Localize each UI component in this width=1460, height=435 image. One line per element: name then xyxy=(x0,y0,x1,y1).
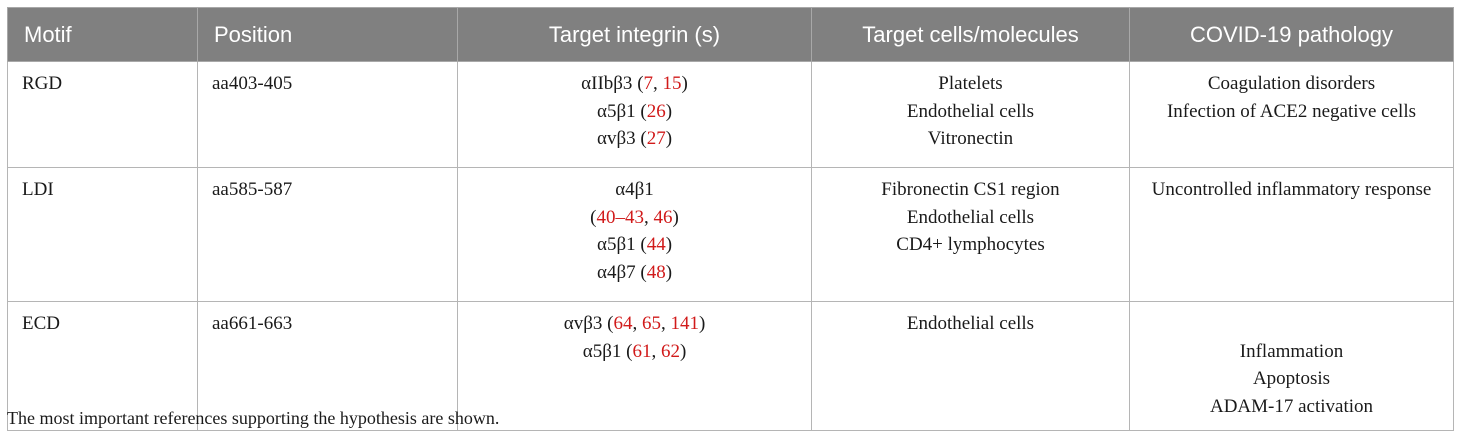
table-header-row: Motif Position Target integrin (s) Targe… xyxy=(7,7,1454,62)
reference-paren: ( xyxy=(632,73,644,94)
reference-paren: ) xyxy=(672,206,679,228)
reference-paren: ( xyxy=(635,234,647,255)
integrin-name: α5β1 xyxy=(582,340,622,362)
integrin-line: α5β1 (44) xyxy=(472,231,797,259)
integrin-name: αIIbβ3 xyxy=(581,73,633,94)
pathology-item: Coagulation disorders xyxy=(1207,73,1376,94)
reference-link[interactable]: 62 xyxy=(660,340,680,362)
integrin-line: α5β1 (26) xyxy=(472,98,797,126)
reference-paren: ) xyxy=(665,234,673,255)
integrin-name: αvβ3 xyxy=(596,128,636,149)
cell-target-cells: Platelets Endothelial cells Vitronectin xyxy=(811,61,1130,168)
header-covid-pathology: COVID-19 pathology xyxy=(1129,7,1454,62)
cell-covid-pathology: Coagulation disorders Infection of ACE2 n… xyxy=(1129,61,1454,168)
integrin-motif-table: Motif Position Target integrin (s) Targe… xyxy=(7,7,1454,431)
integrin-line: αvβ3 (27) xyxy=(472,125,797,153)
integrin-name: α4β1 xyxy=(615,179,654,200)
pathology-item: Inflammation xyxy=(1239,340,1344,362)
target-cell-item: Endothelial cells xyxy=(906,313,1035,334)
cell-covid-pathology: Inflammation Apoptosis ADAM-17 activation xyxy=(1129,301,1454,431)
pathology-item: Infection of ACE2 negative cells xyxy=(1166,100,1417,122)
target-cell-item: Fibronectin CS1 region xyxy=(881,179,1060,200)
integrin-line: αIIbβ3 (7, 15) xyxy=(472,70,797,98)
reference-link[interactable]: 40–43 xyxy=(596,206,645,228)
target-cell-item: Vitronectin xyxy=(927,128,1014,149)
integrin-line: α4β1 xyxy=(472,176,797,204)
cell-motif: RGD xyxy=(7,61,198,168)
header-target-integrin: Target integrin (s) xyxy=(457,7,812,62)
target-cell-item: Platelets xyxy=(938,73,1003,94)
cell-target-integrin: α4β1 (40–43, 46) α5β1 (44) α4β7 (48) xyxy=(457,167,812,302)
header-target-cells: Target cells/molecules xyxy=(811,7,1130,62)
integrin-motif-table-container: Motif Position Target integrin (s) Targe… xyxy=(7,7,1454,431)
motif-label: RGD xyxy=(22,73,63,94)
reference-link[interactable]: 44 xyxy=(646,234,666,255)
reference-link[interactable]: 64 xyxy=(613,313,633,334)
cell-motif: LDI xyxy=(7,167,198,302)
reference-paren: ) xyxy=(698,313,706,334)
reference-paren: ( xyxy=(590,206,597,228)
reference-link[interactable]: 15 xyxy=(662,73,682,94)
reference-separator: , xyxy=(644,206,654,228)
pathology-item xyxy=(1144,310,1439,338)
table-row: RGD aa403-405 αIIbβ3 (7, 15) α5β1 (26) αvβ3 … xyxy=(7,61,1454,168)
target-cell-item: Endothelial cells xyxy=(906,100,1035,122)
table-row: LDI aa585-587 α4β1 (40–43, 46) α5β1 (44) α4β7… xyxy=(7,167,1454,302)
reference-link[interactable]: 27 xyxy=(646,128,666,149)
reference-paren: ) xyxy=(679,340,687,362)
header-position: Position xyxy=(197,7,458,62)
reference-separator: , xyxy=(660,313,671,334)
reference-paren: ) xyxy=(665,128,673,149)
motif-label: LDI xyxy=(22,179,54,200)
table-footnote: The most important references supporting… xyxy=(7,408,500,428)
reference-paren: ( xyxy=(635,128,647,149)
table-row: ECD aa661-663 αvβ3 (64, 65, 141) α5β1 (61, … xyxy=(7,301,1454,431)
target-cell-item: Endothelial cells xyxy=(906,206,1035,228)
reference-link[interactable]: 65 xyxy=(641,313,661,334)
header-motif: Motif xyxy=(7,7,198,62)
integrin-name: α5β1 xyxy=(596,100,636,122)
reference-link[interactable]: 141 xyxy=(670,313,699,334)
integrin-line: (40–43, 46) xyxy=(472,204,797,232)
cell-covid-pathology: Uncontrolled inflammatory response xyxy=(1129,167,1454,302)
integrin-line: α5β1 (61, 62) xyxy=(472,338,797,366)
target-cell-item: CD4+ lymphocytes xyxy=(896,234,1045,255)
cell-position: aa661-663 xyxy=(197,301,458,431)
reference-paren: ( xyxy=(635,261,647,283)
motif-label: ECD xyxy=(22,313,60,334)
pathology-item: Uncontrolled inflammatory response xyxy=(1151,179,1432,200)
reference-paren: ( xyxy=(635,100,647,122)
reference-separator: , xyxy=(653,73,663,94)
pathology-item: ADAM-17 activation xyxy=(1209,395,1374,417)
cell-target-integrin: αvβ3 (64, 65, 141) α5β1 (61, 62) xyxy=(457,301,812,431)
reference-paren: ) xyxy=(665,261,673,283)
reference-link[interactable]: 46 xyxy=(653,206,673,228)
pathology-item: Apoptosis xyxy=(1252,368,1331,389)
cell-target-cells: Endothelial cells xyxy=(811,301,1130,431)
integrin-name: α4β7 xyxy=(596,261,636,283)
reference-link[interactable]: 7 xyxy=(643,73,654,94)
reference-paren: ( xyxy=(602,313,614,334)
reference-link[interactable]: 61 xyxy=(632,340,652,362)
cell-target-integrin: αIIbβ3 (7, 15) α5β1 (26) αvβ3 (27) xyxy=(457,61,812,168)
reference-separator: , xyxy=(632,313,642,334)
reference-link[interactable]: 26 xyxy=(646,100,666,122)
position-label: aa403-405 xyxy=(212,73,293,94)
position-label: aa661-663 xyxy=(212,313,293,334)
integrin-name: α5β1 xyxy=(596,234,636,255)
reference-paren: ) xyxy=(681,73,688,94)
reference-paren: ) xyxy=(665,100,673,122)
reference-link[interactable]: 48 xyxy=(646,261,666,283)
reference-separator: , xyxy=(651,340,661,362)
position-label: aa585-587 xyxy=(212,179,293,200)
cell-target-cells: Fibronectin CS1 region Endothelial cells C… xyxy=(811,167,1130,302)
integrin-name: αvβ3 xyxy=(563,313,603,334)
integrin-line: α4β7 (48) xyxy=(472,259,797,287)
cell-motif: ECD xyxy=(7,301,198,431)
cell-position: aa403-405 xyxy=(197,61,458,168)
reference-paren: ( xyxy=(621,340,633,362)
cell-position: aa585-587 xyxy=(197,167,458,302)
integrin-line: αvβ3 (64, 65, 141) xyxy=(472,310,797,338)
